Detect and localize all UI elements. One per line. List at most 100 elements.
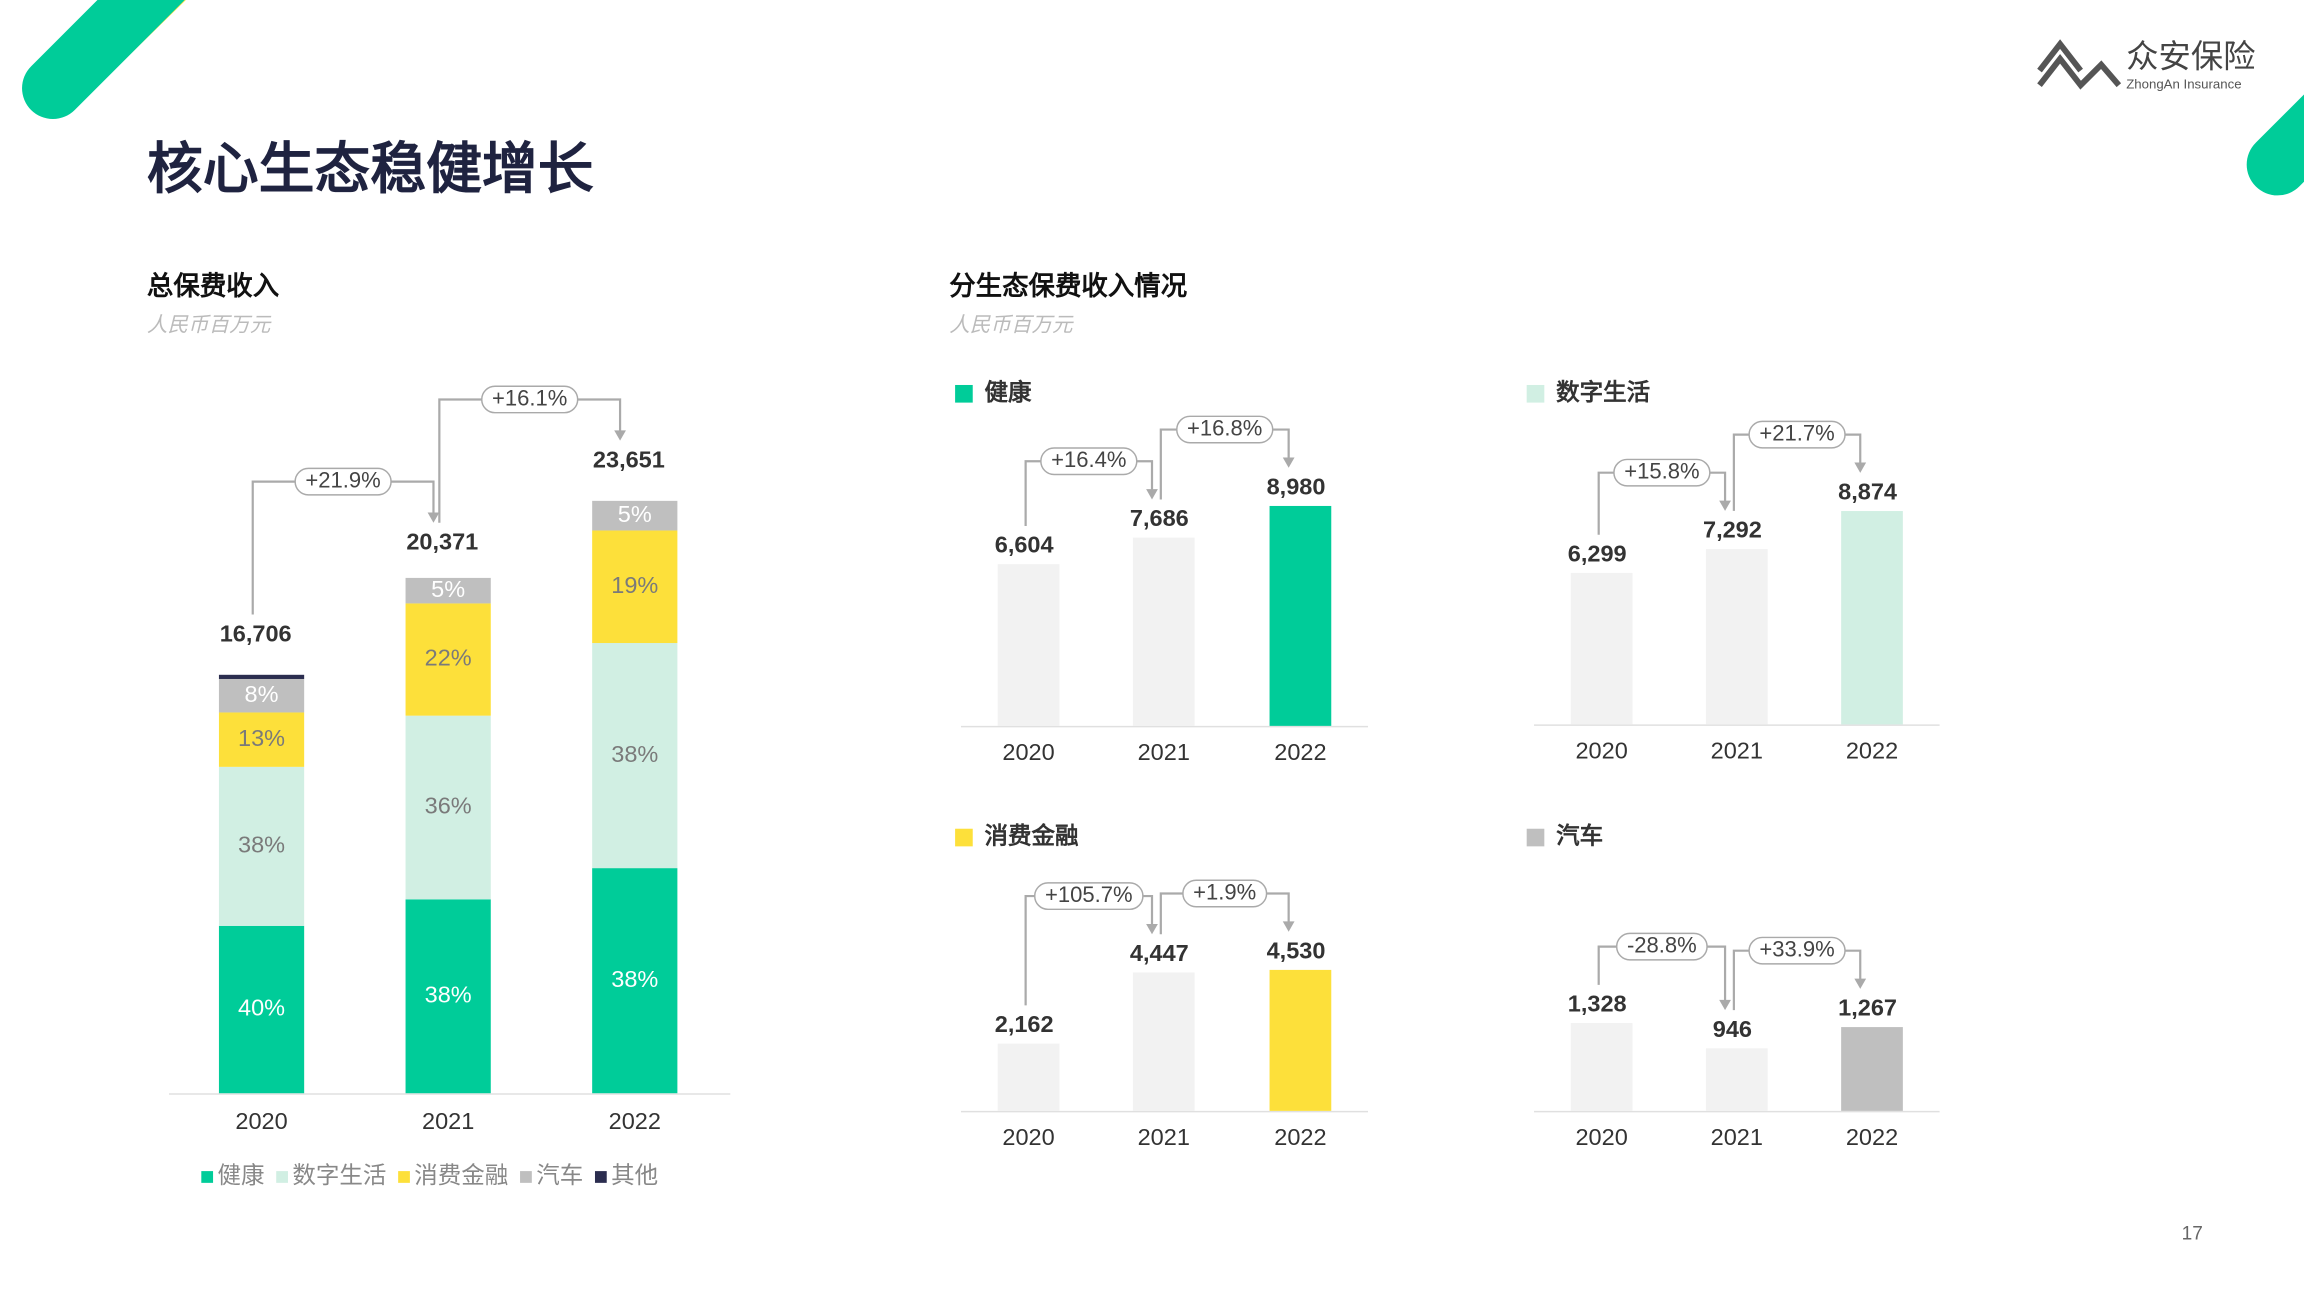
logo-subtitle: ZhongAn Insurance [2126, 77, 2241, 92]
value-label: 8,980 [1267, 474, 1326, 500]
x-tick-label: 2020 [235, 1108, 287, 1134]
value-label: 6,299 [1568, 541, 1627, 567]
growth-label: +16.1% [492, 385, 567, 410]
segment-label: 22% [425, 645, 472, 671]
total-label: 20,371 [406, 529, 478, 555]
segment-label: 40% [238, 995, 285, 1021]
legend-swatch [276, 1171, 288, 1183]
segment-label: 38% [611, 741, 658, 767]
growth-pill [1040, 447, 1138, 476]
legend-swatch [955, 384, 973, 403]
growth-label: +21.7% [1759, 420, 1834, 445]
growth-label: -28.8% [1627, 932, 1697, 957]
bar-segment [218, 766, 305, 926]
value-label: 2,162 [995, 1011, 1054, 1037]
growth-label: +33.9% [1759, 936, 1834, 961]
x-tick-label: 2022 [1846, 1124, 1898, 1150]
segment-label: 38% [238, 832, 285, 858]
legend-swatch [955, 828, 973, 847]
bar-segment [592, 530, 678, 644]
value-label: 7,292 [1703, 517, 1762, 543]
decor-green [22, 0, 185, 120]
segment-label: 5% [431, 576, 465, 602]
logo-mark [2037, 39, 2083, 73]
bar [1705, 1048, 1768, 1111]
x-tick-label: 2022 [1274, 1124, 1326, 1150]
x-tick-label: 2020 [1002, 1124, 1054, 1150]
segment-label: 8% [245, 681, 279, 707]
growth-arrow [1146, 489, 1158, 500]
legend-label: 汽车 [536, 1162, 583, 1188]
legend-swatch [520, 1171, 532, 1183]
bar [997, 1043, 1060, 1111]
bar-segment [218, 712, 305, 767]
section-unit: 人民币百万元 [147, 314, 272, 337]
legend-label: 消费金融 [414, 1162, 508, 1188]
growth-arrow [1282, 921, 1295, 932]
x-tick-label: 2020 [1575, 1124, 1627, 1150]
bar-segment [405, 603, 491, 716]
value-label: 1,267 [1838, 995, 1897, 1021]
x-tick-label: 2022 [609, 1108, 661, 1134]
decor-green-right [2246, 94, 2304, 196]
growth-arrow [1854, 978, 1867, 989]
bar [1705, 549, 1768, 725]
segment-label: 13% [238, 725, 285, 751]
bar-segment [218, 674, 305, 679]
growth-pill [1176, 415, 1274, 444]
legend-swatch [398, 1171, 410, 1183]
x-tick-label: 2022 [1274, 739, 1326, 765]
logo-mark [2037, 53, 2122, 90]
bar [1269, 505, 1332, 726]
bar-segment [218, 925, 305, 1094]
growth-pill [1613, 458, 1711, 487]
growth-arrow [1146, 923, 1158, 935]
value-label: 1,328 [1568, 991, 1627, 1017]
bar-segment [405, 899, 491, 1094]
bar [1841, 511, 1903, 725]
section-title: 分生态保费收入情况 [949, 271, 1188, 301]
x-tick-label: 2020 [1002, 739, 1054, 765]
growth-pill [294, 467, 392, 496]
section-unit: 人民币百万元 [949, 314, 1074, 337]
growth-label: +1.9% [1193, 879, 1256, 904]
legend-label: 健康 [217, 1162, 264, 1188]
bar-segment [405, 577, 491, 604]
growth-label: +16.8% [1187, 415, 1262, 440]
x-tick-label: 2021 [422, 1108, 474, 1134]
x-tick-label: 2022 [1846, 738, 1898, 764]
section-title: 总保费收入 [147, 271, 280, 301]
logo-name: 众安保险 [2126, 38, 2255, 74]
growth-arrow [427, 512, 440, 523]
legend-label: 其他 [611, 1162, 658, 1188]
growth-arrow [1282, 457, 1295, 468]
total-label: 16,706 [220, 620, 292, 646]
segment-label: 19% [611, 572, 658, 598]
bar [1570, 572, 1633, 725]
growth-pill [1615, 932, 1708, 961]
value-label: 8,874 [1838, 479, 1897, 505]
bar-segment [218, 678, 305, 713]
bar [1132, 537, 1195, 726]
value-label: 6,604 [995, 532, 1054, 558]
page-title: 核心生态稳健增长 [147, 137, 594, 200]
segment-label: 38% [611, 966, 658, 992]
bar-segment [592, 868, 678, 1094]
segment-label: 5% [618, 501, 652, 527]
value-label: 4,530 [1267, 937, 1326, 963]
growth-arrow [1719, 500, 1731, 511]
growth-pill [1748, 936, 1846, 965]
legend-label: 数字生活 [292, 1162, 386, 1188]
total-label: 23,651 [593, 446, 665, 472]
segment-label: 38% [425, 981, 472, 1007]
x-tick-label: 2021 [1711, 1124, 1763, 1150]
legend-swatch [594, 1171, 607, 1183]
growth-arrow [614, 430, 626, 441]
value-label: 7,686 [1130, 505, 1189, 531]
bar [997, 564, 1060, 726]
chart-title: 汽车 [1556, 822, 1603, 849]
bar-segment [592, 643, 678, 869]
legend-swatch [1526, 384, 1545, 403]
growth-arrow [1854, 462, 1867, 473]
